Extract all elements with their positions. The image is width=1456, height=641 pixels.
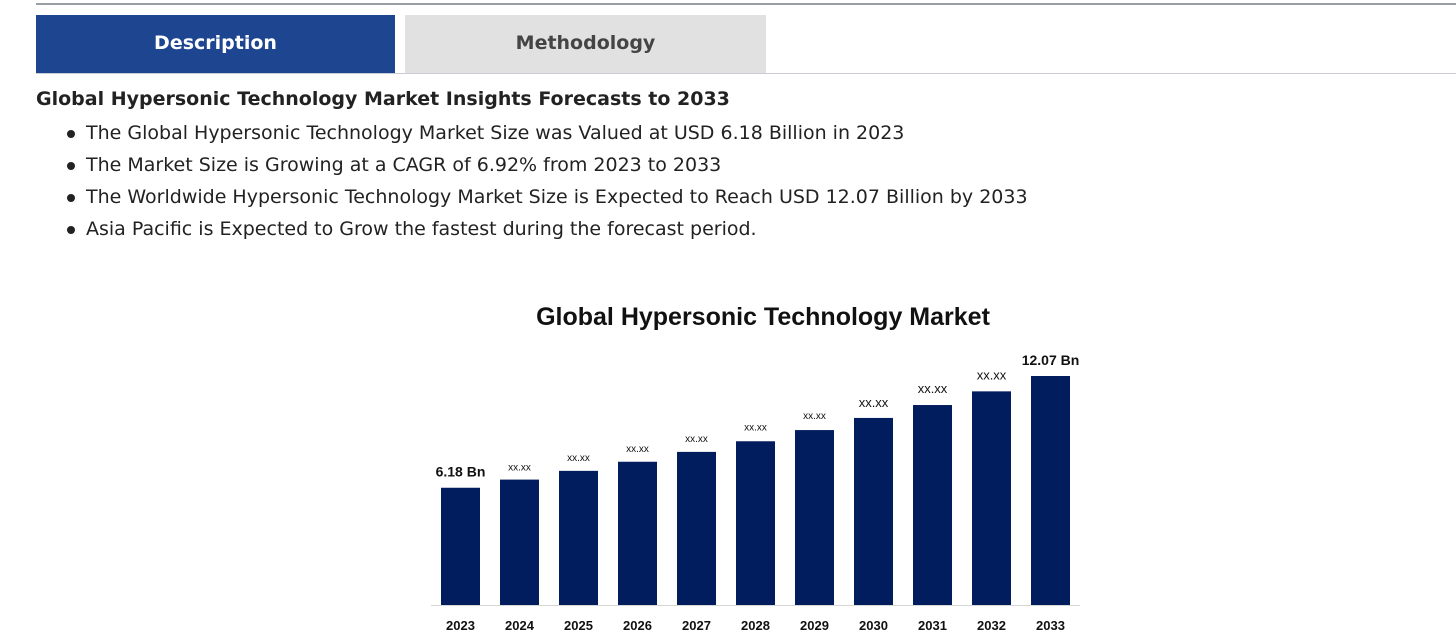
x-tick-label: 2032 [977,618,1006,633]
key-fact-item: The Market Size is Growing at a CAGR of … [36,149,1028,181]
bar-2029 [795,430,834,605]
key-fact-item: The Global Hypersonic Technology Market … [36,117,1028,149]
data-label: xx.xx [567,453,590,464]
bar-2031 [913,405,952,605]
x-tick-label: 2025 [564,618,593,633]
bar-2033 [1031,376,1070,605]
tab-description[interactable]: Description [36,15,395,73]
bar-2023 [441,487,480,605]
x-tick-label: 2031 [918,618,947,633]
data-label: xx.xx [803,411,826,422]
x-tick-label: 2030 [859,618,888,633]
data-label: xx.xx [626,444,649,455]
section-title: Global Hypersonic Technology Market Insi… [36,88,730,110]
bar-2026 [618,461,657,605]
x-tick-label: 2029 [800,618,829,633]
bar-2025 [559,470,598,605]
x-tick-label: 2024 [505,618,535,633]
bar-2027 [677,451,716,605]
data-label: xx.xx [744,422,767,433]
tab-methodology[interactable]: Methodology [405,15,766,73]
x-tick-label: 2027 [682,618,711,633]
data-label: 12.07 Bn [1022,352,1080,368]
x-tick-label: 2033 [1036,618,1065,633]
x-tick-label: 2028 [741,618,770,633]
bar-2032 [972,391,1011,605]
x-tick-label: 2023 [446,618,475,633]
data-label: xx.xx [859,395,889,410]
tab-bar: Description Methodology [36,15,1456,74]
data-label: xx.xx [685,434,708,445]
data-label: 6.18 Bn [436,464,486,480]
data-label: xx.xx [508,463,531,474]
key-facts-list: The Global Hypersonic Technology Market … [36,117,1028,245]
key-fact-item: The Worldwide Hypersonic Technology Mark… [36,181,1028,213]
key-fact-item: Asia Pacific is Expected to Grow the fas… [36,213,1028,245]
top-divider [36,3,1456,5]
x-tick-label: 2026 [623,618,652,633]
bar-2024 [500,479,539,605]
chart-title: Global Hypersonic Technology Market [536,303,990,331]
bar-2030 [854,417,893,605]
data-label: xx.xx [918,381,948,396]
data-label: xx.xx [977,367,1007,382]
bar-2028 [736,441,775,605]
